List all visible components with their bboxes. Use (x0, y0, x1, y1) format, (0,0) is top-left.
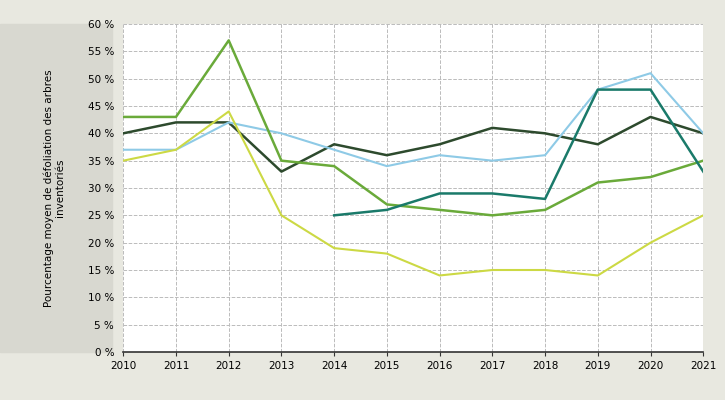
Text: Pourcentage moyen de défoliation des arbres
inventoriés: Pourcentage moyen de défoliation des arb… (44, 69, 65, 307)
